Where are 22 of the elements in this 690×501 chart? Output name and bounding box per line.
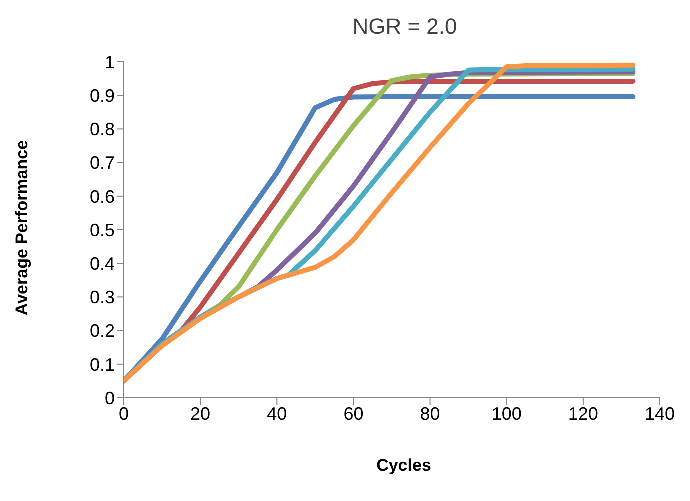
x-tick-label: 80 [420,404,440,424]
y-tick-label: 0.4 [90,254,115,274]
x-tick-label: 20 [190,404,211,424]
y-tick-label: 0 [104,388,115,408]
y-tick-label: 0.6 [90,186,115,207]
x-tick-label: 0 [118,404,130,424]
y-tick-label: 0.9 [90,86,115,106]
y-tick-label: 0.8 [90,120,115,140]
x-tick-label: 40 [267,404,288,424]
x-tick-label: 100 [492,404,522,424]
y-tick-label: 0.5 [90,220,115,240]
x-tick-label: 120 [568,404,598,424]
y-tick-label: 1 [104,52,115,72]
x-tick-label: 140 [644,404,676,424]
y-tick-label: 0.1 [90,354,115,375]
x-tick-label: 60 [344,404,364,424]
y-tick-label: 0.2 [90,321,115,342]
y-tick-label: 0.3 [90,288,115,308]
y-tick-label: 0.7 [90,153,115,174]
y-axis-title: Average Performance [13,140,33,316]
chart-title: NGR = 2.0 [352,14,458,40]
x-axis-title: Cycles [376,456,432,476]
